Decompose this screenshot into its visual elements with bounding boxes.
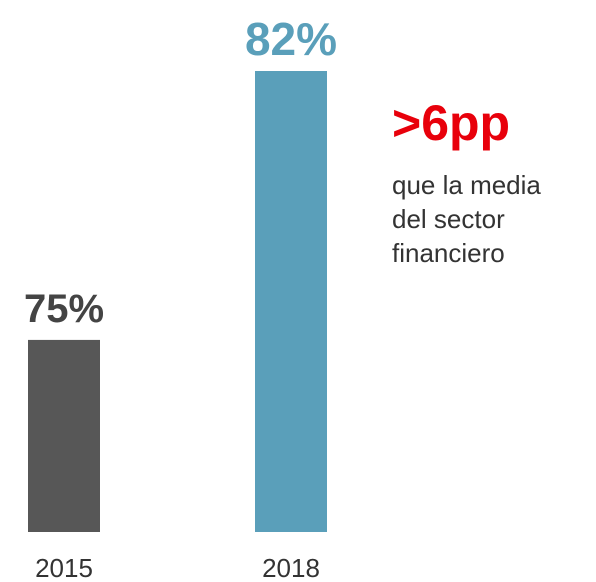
annotation-line: financiero — [392, 238, 505, 268]
value-label: 82% — [245, 13, 337, 65]
x-tick-label: 2015 — [35, 553, 93, 582]
bar — [28, 339, 100, 532]
bar — [255, 71, 327, 532]
annotation-line: que la media — [392, 170, 541, 200]
annotation-line: del sector — [392, 204, 505, 234]
value-label: 75% — [24, 287, 104, 331]
annotation-title: >6pp — [392, 95, 510, 151]
x-tick-label: 2018 — [262, 553, 320, 582]
